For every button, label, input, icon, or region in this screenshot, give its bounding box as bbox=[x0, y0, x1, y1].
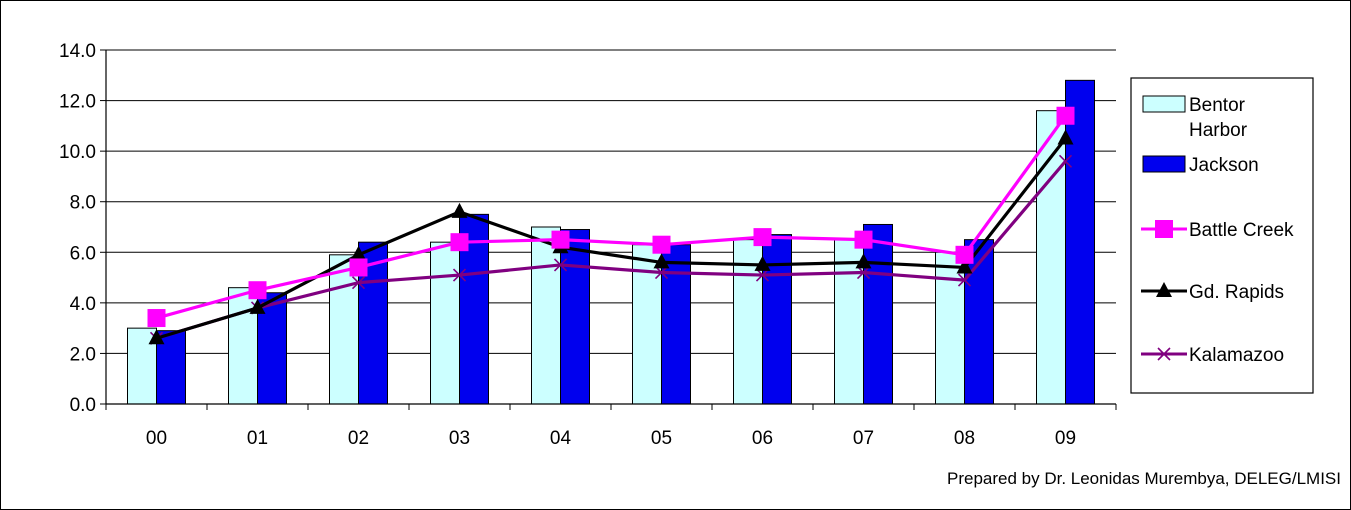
legend-swatch bbox=[1142, 95, 1186, 113]
bars bbox=[127, 79, 1095, 405]
x-tick-label: 00 bbox=[146, 428, 167, 449]
axes: 0.0 2.0 4.0 6.0 8.0 10.0 12.0 14.0 00 01 02 03 04 05 0… bbox=[59, 41, 1117, 449]
point bbox=[653, 253, 670, 269]
point bbox=[148, 329, 165, 345]
y-tick-label: 8.0 bbox=[70, 193, 96, 214]
bar bbox=[560, 229, 590, 405]
y-tick-label: 4.0 bbox=[70, 294, 96, 315]
point bbox=[1056, 106, 1075, 125]
bar bbox=[762, 234, 792, 405]
x-tick-label: 07 bbox=[853, 428, 874, 449]
x-tick-label: 05 bbox=[651, 428, 672, 449]
series-line bbox=[156, 114, 1067, 320]
legend-label: Kalamazoo bbox=[1189, 345, 1284, 366]
point bbox=[957, 273, 972, 287]
point bbox=[855, 253, 872, 269]
legend-label: Battle Creek bbox=[1189, 220, 1294, 241]
y-tick-label: 2.0 bbox=[70, 344, 96, 365]
series-lines bbox=[147, 106, 1075, 345]
bar bbox=[1065, 79, 1095, 405]
credit-text: Prepared by Dr. Leonidas Murembya, DELEG… bbox=[947, 469, 1341, 488]
point bbox=[248, 281, 267, 300]
point bbox=[854, 230, 873, 249]
bar bbox=[531, 226, 561, 405]
point bbox=[1157, 347, 1171, 361]
point bbox=[654, 265, 669, 280]
point bbox=[249, 298, 266, 314]
bar bbox=[430, 241, 460, 405]
bar bbox=[228, 287, 258, 405]
y-tick-label: 14.0 bbox=[59, 41, 96, 62]
point bbox=[1155, 220, 1173, 238]
y-tick-label: 0.0 bbox=[70, 395, 96, 416]
point bbox=[351, 276, 366, 290]
x-tick-label: 08 bbox=[954, 428, 975, 449]
legend-swatch bbox=[1142, 155, 1186, 173]
bar bbox=[863, 223, 893, 405]
series-line bbox=[156, 160, 1067, 340]
point bbox=[955, 245, 974, 264]
x-tick-label: 01 bbox=[247, 428, 268, 449]
point bbox=[1057, 129, 1074, 145]
y-tick-label: 10.0 bbox=[59, 142, 96, 163]
point bbox=[956, 258, 973, 274]
point bbox=[349, 258, 368, 277]
bar bbox=[964, 239, 994, 405]
point bbox=[452, 268, 467, 282]
point bbox=[755, 268, 770, 282]
point bbox=[553, 258, 568, 272]
x-tick-label: 02 bbox=[348, 428, 369, 449]
x-tick-label: 09 bbox=[1055, 428, 1076, 449]
point bbox=[753, 228, 772, 247]
point bbox=[147, 309, 166, 328]
legend-label: Gd. Rapids bbox=[1189, 282, 1284, 303]
point bbox=[551, 230, 570, 249]
x-tick-label: 04 bbox=[550, 428, 572, 449]
bar bbox=[329, 254, 359, 405]
legend: Bentor Harbor Jackson Battle Creek Gd. Rapid… bbox=[1130, 77, 1314, 394]
point bbox=[451, 202, 468, 218]
point bbox=[1156, 282, 1172, 297]
legend-label: Harbor bbox=[1189, 120, 1248, 141]
point bbox=[450, 233, 469, 252]
series-line bbox=[156, 137, 1067, 340]
point bbox=[350, 245, 367, 261]
point bbox=[856, 265, 871, 280]
y-tick-label: 12.0 bbox=[59, 92, 96, 113]
legend-label: Jackson bbox=[1189, 155, 1259, 176]
legend-label: Bentor bbox=[1189, 95, 1246, 116]
point bbox=[652, 235, 671, 254]
y-tick-label: 6.0 bbox=[70, 243, 96, 264]
point bbox=[754, 255, 771, 271]
x-tick-label: 06 bbox=[752, 428, 773, 449]
x-tick-label: 03 bbox=[449, 428, 470, 449]
point bbox=[1058, 154, 1073, 168]
